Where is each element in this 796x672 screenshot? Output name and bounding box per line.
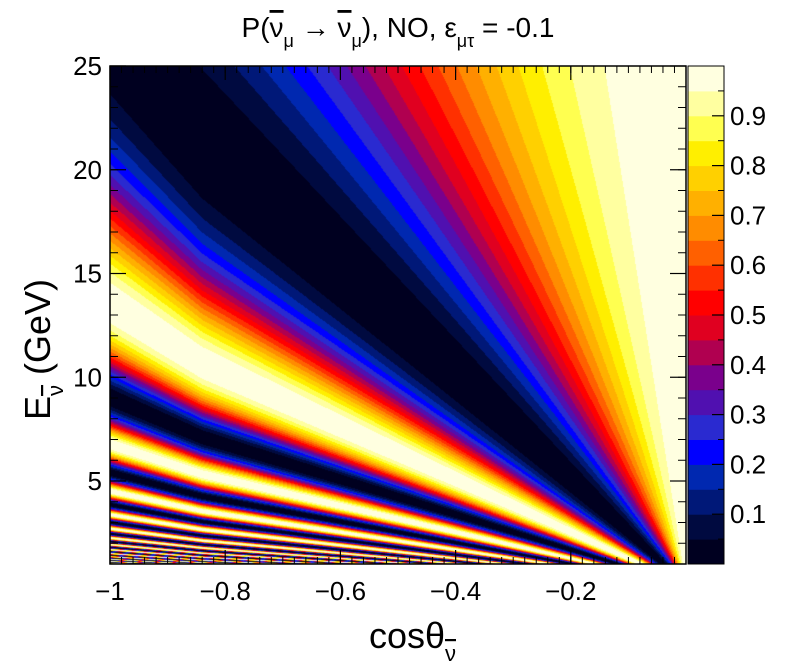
colorbar-ticks: 0.1 0.2 0.3 0.4 0.5 0.6 0.7 0.8 0.9 xyxy=(712,90,766,540)
colorbar-band xyxy=(688,389,724,416)
colorbar-band xyxy=(688,290,724,316)
colorbar-band xyxy=(688,140,724,167)
colorbar-tick-label: 0.5 xyxy=(730,300,766,330)
colorbar-band xyxy=(688,115,724,142)
colorbar-band xyxy=(688,315,724,341)
colorbar-band xyxy=(688,464,724,490)
colorbar-band xyxy=(688,165,724,191)
y-tick-label: 20 xyxy=(73,155,102,185)
x-axis: −1 −0.8 −0.6 −0.4 −0.2 xyxy=(95,66,687,606)
colorbar-band xyxy=(688,265,724,291)
colorbar-band xyxy=(688,514,724,540)
colorbar-tick-label: 0.4 xyxy=(730,350,766,380)
x-tick-label: −0.2 xyxy=(545,576,596,606)
x-tick-label: −0.8 xyxy=(200,576,251,606)
x-label-sub: ν xyxy=(445,641,456,666)
title-eps-sub: μτ xyxy=(457,31,474,51)
colorbar-tick-label: 0.2 xyxy=(730,449,766,479)
colorbar-band xyxy=(688,339,724,366)
colorbar xyxy=(687,65,725,565)
colorbar-band xyxy=(688,489,724,515)
title-nubar2: ν xyxy=(337,12,351,43)
x-axis-label: cosθν xyxy=(369,615,456,666)
colorbar-tick-label: 0.9 xyxy=(730,101,766,131)
title-sub1: μ xyxy=(284,31,294,51)
heatmap-plot xyxy=(110,66,686,564)
y-axis-label: Eν (GeV) xyxy=(17,279,68,420)
colorbar-band xyxy=(688,90,724,117)
colorbar-band xyxy=(688,414,724,440)
colorbar-tick-label: 0.3 xyxy=(730,400,766,430)
title-epsilon: ε xyxy=(444,12,456,43)
x-tick-label: −0.6 xyxy=(315,576,366,606)
y-tick-label: 15 xyxy=(73,259,102,289)
colorbar-tick-label: 0.8 xyxy=(730,151,766,181)
chart-title: P(νμ → νμ), NO, εμτ = -0.1 xyxy=(242,12,555,51)
colorbar-band xyxy=(688,66,724,92)
colorbar-band xyxy=(688,439,724,465)
y-tick-label: 5 xyxy=(88,466,102,496)
colorbar-tick-label: 0.7 xyxy=(730,200,766,230)
x-tick-label: −0.4 xyxy=(430,576,481,606)
colorbar-band xyxy=(688,190,724,216)
colorbar-band xyxy=(688,364,724,391)
title-sub2: μ xyxy=(351,31,361,51)
y-axis: 5 10 15 20 25 xyxy=(73,51,686,565)
y-tick-label: 25 xyxy=(73,51,102,81)
y-label-sub: ν xyxy=(43,385,68,396)
colorbar-tick-label: 0.6 xyxy=(730,250,766,280)
colorbar-band xyxy=(688,240,724,266)
colorbar-tick-label: 0.1 xyxy=(730,499,766,529)
y-tick-label: 10 xyxy=(73,362,102,392)
colorbar-band xyxy=(688,539,724,565)
colorbar-band xyxy=(688,215,724,241)
heatmap-container xyxy=(110,66,686,564)
x-tick-label: −1 xyxy=(95,576,125,606)
title-nubar: ν xyxy=(270,12,284,43)
